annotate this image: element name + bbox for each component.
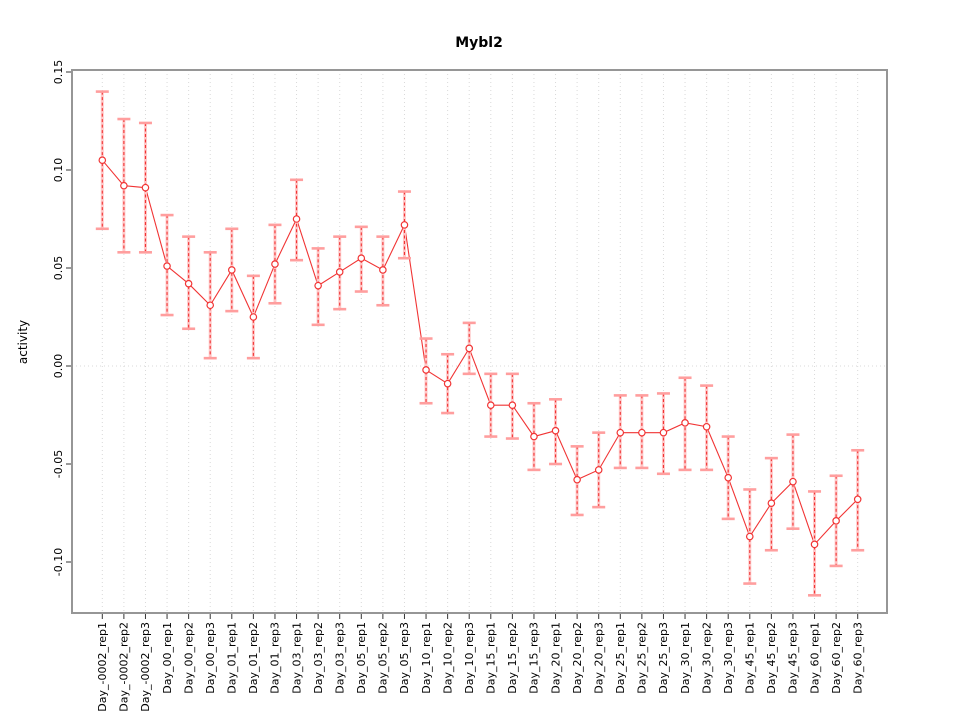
x-tick-label: Day_15_rep1 bbox=[485, 622, 498, 694]
data-point bbox=[530, 432, 538, 441]
data-points-layer bbox=[98, 156, 862, 549]
x-tick-label: Day_03_rep2 bbox=[312, 622, 325, 694]
error-bars-layer bbox=[95, 90, 865, 597]
data-point bbox=[745, 532, 754, 541]
data-point bbox=[184, 279, 193, 288]
y-axis-label: activity bbox=[16, 320, 30, 364]
data-point bbox=[789, 477, 797, 486]
x-tick-label: Day_-0002_rep2 bbox=[118, 622, 131, 712]
data-point bbox=[681, 419, 689, 427]
y-tick-label: 0.15 bbox=[52, 60, 65, 85]
x-tick-label: Day_-0002_rep1 bbox=[96, 622, 109, 712]
data-point bbox=[443, 379, 452, 388]
x-tick-label: Day_15_rep3 bbox=[528, 622, 541, 694]
data-point bbox=[573, 475, 581, 484]
data-point bbox=[227, 266, 236, 274]
x-tick-label: Day_10_rep2 bbox=[441, 622, 454, 694]
plot-frame bbox=[71, 69, 888, 614]
chart-title: Mybl2 bbox=[455, 35, 503, 51]
x-tick-label: Day_00_rep3 bbox=[204, 622, 217, 694]
x-tick-label: Day_05_rep3 bbox=[398, 622, 411, 694]
data-point bbox=[357, 254, 366, 263]
x-tick-label: Day_45_rep1 bbox=[744, 622, 757, 694]
x-tick-label: Day_01_rep1 bbox=[226, 622, 239, 694]
y-tick-label: -0.10 bbox=[52, 548, 65, 576]
data-point bbox=[98, 156, 107, 165]
series-line-layer bbox=[101, 159, 859, 546]
data-point bbox=[400, 221, 409, 229]
x-tick-label: Day_60_rep1 bbox=[808, 622, 821, 694]
data-point bbox=[853, 495, 862, 504]
x-tick-label: Day_25_rep2 bbox=[636, 622, 649, 694]
x-tick-label: Day_20_rep1 bbox=[549, 622, 562, 694]
data-point bbox=[465, 344, 474, 353]
x-tick-label: Day_60_rep2 bbox=[830, 622, 843, 694]
data-point bbox=[271, 260, 279, 268]
data-point bbox=[810, 540, 819, 549]
x-tick-label: Day_25_rep1 bbox=[614, 622, 627, 694]
x-tick-label: Day_01_rep3 bbox=[269, 622, 282, 694]
x-tick-label: Day_25_rep3 bbox=[657, 622, 670, 694]
x-tick-label: Day_20_rep3 bbox=[592, 622, 605, 694]
series-line bbox=[101, 159, 859, 546]
data-point bbox=[767, 499, 776, 508]
data-point bbox=[314, 281, 322, 290]
data-point bbox=[724, 473, 733, 482]
data-point bbox=[594, 466, 603, 474]
x-tick-label: Day_10_rep3 bbox=[463, 622, 476, 694]
data-point bbox=[163, 262, 171, 270]
y-tick-label: 0.00 bbox=[52, 354, 65, 379]
x-tick-label: Day_-0002_rep3 bbox=[139, 622, 152, 712]
x-tick-label: Day_45_rep2 bbox=[765, 622, 778, 694]
data-point bbox=[292, 215, 301, 223]
data-point bbox=[702, 422, 711, 431]
data-point bbox=[206, 301, 215, 310]
data-point bbox=[486, 401, 495, 410]
data-point bbox=[379, 266, 387, 274]
y-tick-label: 0.10 bbox=[52, 158, 65, 183]
x-tick-label: Day_00_rep1 bbox=[161, 622, 174, 694]
data-point bbox=[659, 428, 668, 437]
x-tick-label: Day_45_rep3 bbox=[787, 622, 800, 694]
x-tick-label: Day_10_rep1 bbox=[420, 622, 433, 694]
x-tick-label: Day_20_rep2 bbox=[571, 622, 584, 694]
x-tick-label: Day_30_rep2 bbox=[700, 622, 713, 694]
x-tick-label: Day_00_rep2 bbox=[182, 622, 195, 694]
x-tick-label: Day_60_rep3 bbox=[851, 622, 864, 694]
x-tick-label: Day_03_rep1 bbox=[290, 622, 303, 694]
data-point bbox=[638, 428, 646, 437]
x-tick-label: Day_15_rep2 bbox=[506, 622, 519, 694]
y-tick-label: -0.05 bbox=[52, 450, 65, 478]
y-tick-label: 0.05 bbox=[52, 256, 65, 281]
data-point bbox=[832, 517, 840, 525]
x-tick-label: Day_30_rep3 bbox=[722, 622, 735, 694]
x-tick-label: Day_30_rep1 bbox=[679, 622, 692, 694]
gridlines-layer bbox=[101, 70, 859, 613]
data-point bbox=[616, 428, 625, 437]
data-point bbox=[335, 268, 344, 276]
data-point bbox=[551, 426, 560, 435]
x-tick-label: Day_05_rep1 bbox=[355, 622, 368, 694]
x-tick-label: Day_03_rep3 bbox=[333, 622, 346, 694]
x-tick-label: Day_01_rep2 bbox=[247, 622, 260, 694]
data-point bbox=[422, 366, 430, 374]
data-point bbox=[249, 313, 258, 321]
data-point bbox=[508, 401, 517, 410]
data-point bbox=[120, 181, 128, 190]
data-point bbox=[141, 183, 150, 192]
x-tick-label: Day_05_rep2 bbox=[377, 622, 390, 694]
